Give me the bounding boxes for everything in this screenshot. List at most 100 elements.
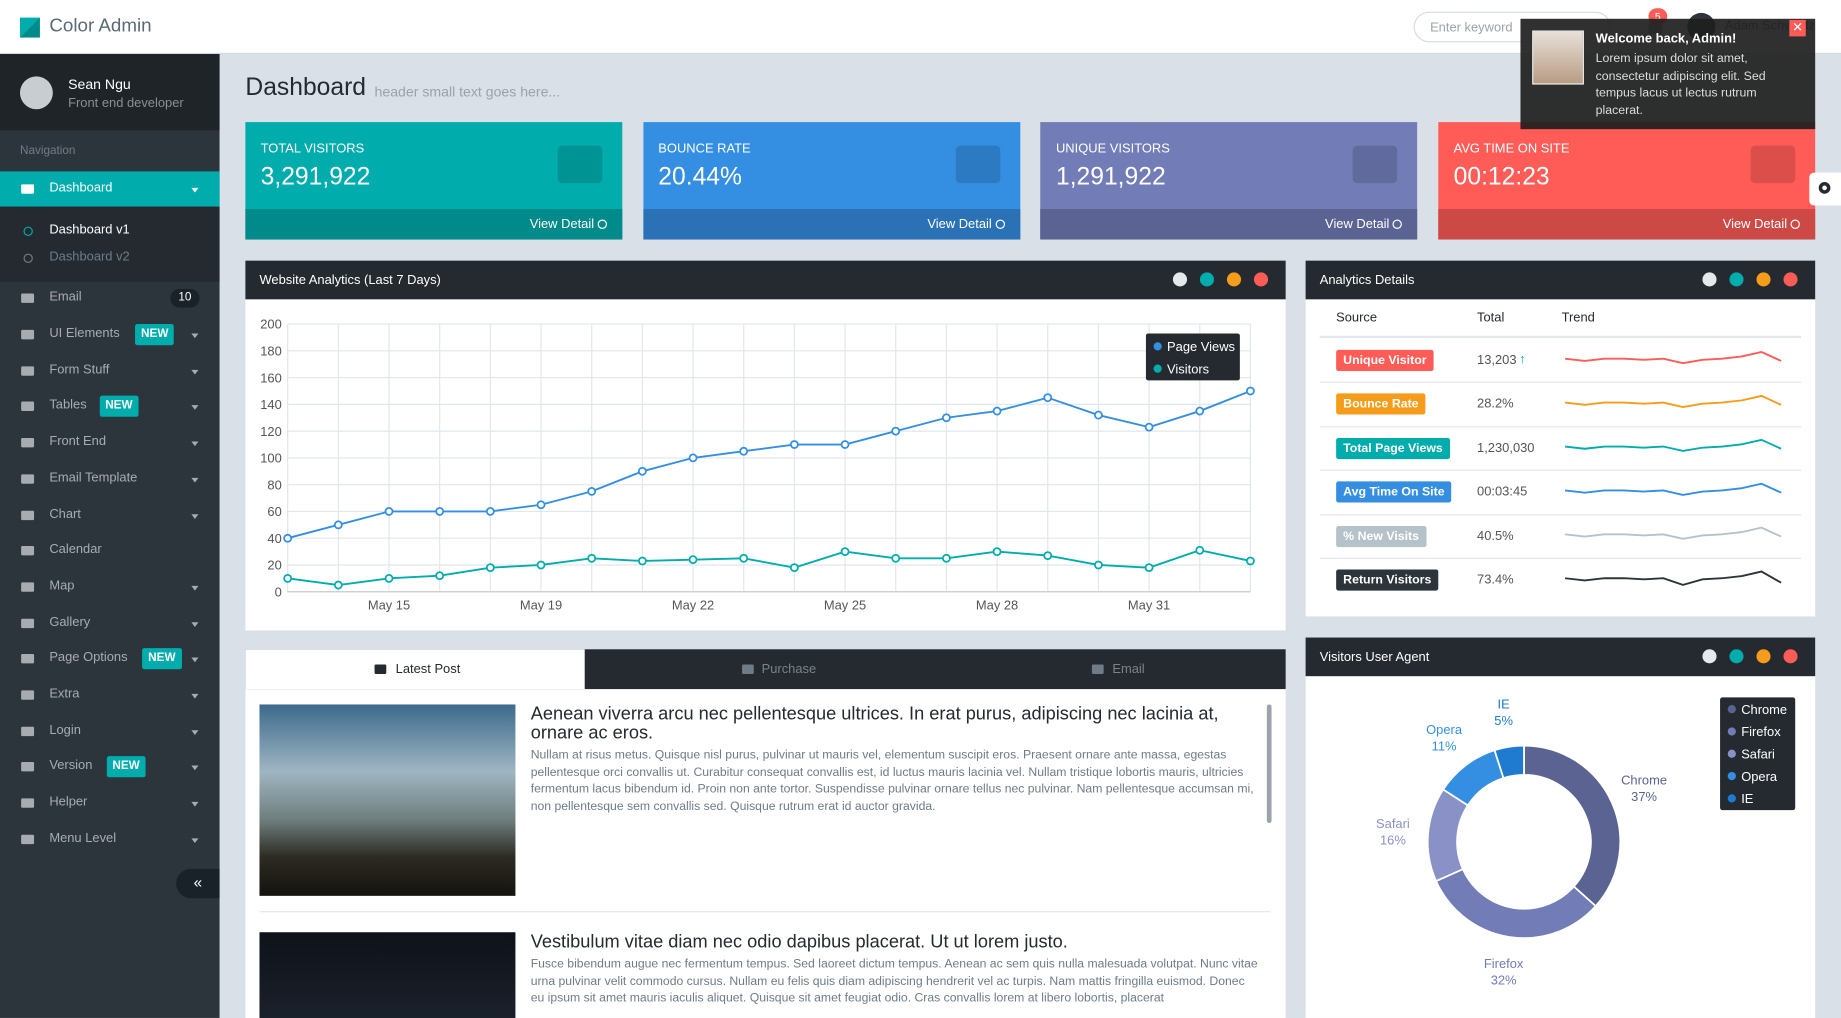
panel-button[interactable] [1172,272,1188,287]
stat-link[interactable]: View Detail [1325,217,1390,232]
nav-item[interactable]: Gallery [0,605,220,641]
panel-button[interactable] [1783,649,1798,664]
stat-link[interactable]: View Detail [927,217,992,232]
nav-icon [21,582,35,592]
donut-slice [1493,744,1525,780]
nav-item[interactable]: Helper [0,785,220,821]
nav-item[interactable]: Calendar [0,533,220,569]
nav-item[interactable]: Chart [0,497,220,533]
x-tick-label: May 25 [824,597,866,612]
nav-item[interactable]: Dashboard [0,171,220,207]
post-divider [259,911,1271,913]
nav-new-label: NEW [135,324,175,346]
series-line [287,390,1251,540]
nav-caret [191,477,199,483]
nav-item[interactable]: Page Options NEW [0,641,220,677]
post-title[interactable]: Vestibulum vitae diam nec odio dapibus p… [530,932,1068,953]
tab[interactable]: Latest Post [245,649,585,690]
source-total: 28.2% [1477,397,1514,412]
data-point [1043,551,1053,561]
nav-item[interactable]: Tables NEW [0,389,220,425]
nav-item[interactable]: Form Stuff [0,353,220,389]
source-label: Unique Visitor [1336,349,1434,372]
nav-icon [21,402,35,412]
nav-submenu: Dashboard v1 Dashboard v2 [0,206,220,282]
data-point [992,547,1002,556]
data-point [1246,386,1255,396]
profile-avatar [19,76,53,110]
nav-item[interactable]: Extra [0,677,220,713]
sparkline [1564,351,1782,365]
stat-link[interactable]: View Detail [1722,217,1788,232]
gear-icon [1818,181,1831,194]
post-title[interactable]: Aenean viverra arcu nec pellentesque ult… [530,704,1219,744]
nav-item[interactable]: Email 10 [0,281,220,317]
data-point [739,553,749,563]
data-point [637,556,647,566]
nav-badge: 10 [170,289,200,309]
data-point [1144,422,1154,432]
nav-caret [191,729,199,735]
y-tick-label: 100 [260,451,282,466]
popup-photo [1532,30,1584,85]
nav-icon [21,690,35,700]
data-point [587,486,597,496]
panel-button[interactable] [1702,272,1717,287]
tab[interactable]: Email [947,649,1297,689]
tab[interactable]: Purchase [596,649,946,689]
sparkline [1564,482,1782,496]
stat-title: TOTAL VISITORS [260,142,365,157]
nav-item[interactable]: Menu Level [0,821,220,857]
nav-item[interactable]: Version NEW [0,749,220,785]
data-point [992,406,1002,416]
nav-item[interactable]: Map [0,569,220,605]
panel-button[interactable] [1729,272,1744,287]
scrollbar[interactable] [1266,704,1272,824]
nav-item[interactable]: UI Elements NEW [0,317,220,353]
nav-caret [191,513,199,519]
theme-gear[interactable] [1809,172,1841,206]
panel-button[interactable] [1756,272,1771,287]
submenu-label[interactable]: Dashboard v1 [49,223,130,238]
panel-button[interactable] [1702,649,1717,664]
submenu-label[interactable]: Dashboard v2 [49,250,130,265]
slice-name: Opera [1426,722,1463,737]
stat-value: 20.44% [658,163,742,191]
panel-button[interactable] [1756,649,1771,664]
table-header: Trend [1561,311,1595,326]
y-tick-label: 120 [260,424,282,439]
nav-label: Menu Level [49,831,117,846]
nav-caret [191,766,199,771]
popup-close[interactable]: ✕ [1789,19,1806,37]
collapse-button[interactable]: « [176,868,220,899]
panel-button[interactable] [1729,649,1744,664]
data-point [1094,560,1103,570]
nav-item[interactable]: Front End [0,425,220,461]
nav-label: Page Options [49,650,128,665]
source-total: 40.5% [1477,529,1514,544]
data-point [1195,545,1205,555]
nav-icon [21,618,35,628]
panel-button[interactable] [1199,272,1215,287]
legend-label: Page Views [1167,339,1235,354]
nav-icon [21,546,35,556]
panel-button[interactable] [1253,272,1269,287]
nav-label: Tables [49,398,87,413]
panel-title: Analytics Details [1319,273,1415,288]
stat-icon [1750,145,1796,184]
stat-icon [955,145,1000,184]
nav-item[interactable]: Email Template [0,461,220,497]
stat-icon [1353,145,1398,184]
data-point [536,500,546,510]
stat-footer: View Detail [643,208,1020,240]
panel-button[interactable] [1226,272,1242,287]
legend-box [1720,697,1796,811]
source-total: 13,203 [1477,353,1517,368]
legend-label: Firefox [1741,724,1781,739]
nav-item[interactable]: Login [0,713,220,749]
brand[interactable]: Color Admin [49,16,152,37]
source-label: Bounce Rate [1336,393,1426,415]
stat-link[interactable]: View Detail [529,217,595,232]
panel-button[interactable] [1783,272,1798,287]
nav-icon [21,798,35,808]
